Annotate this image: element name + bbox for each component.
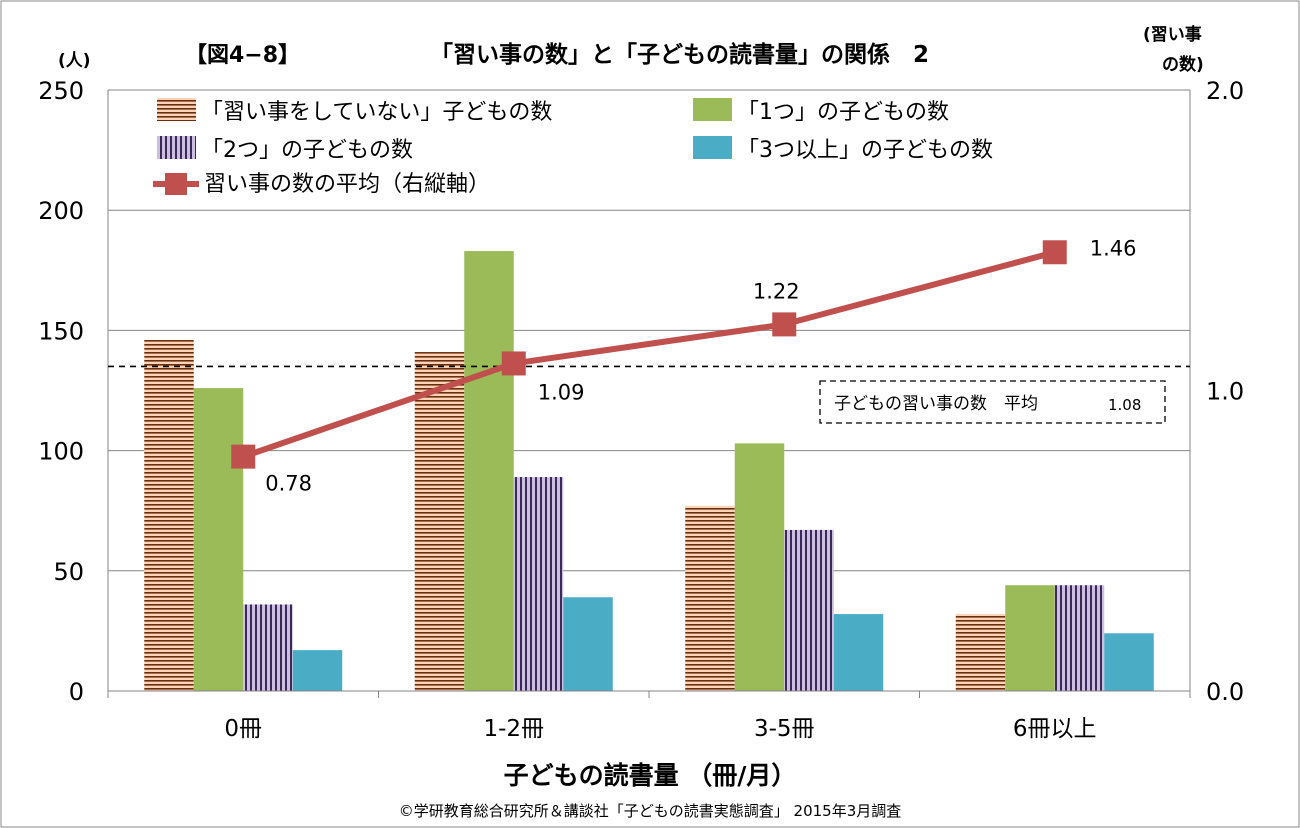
x-tick-label: 6冊以上: [1013, 716, 1097, 742]
line-marker: [231, 444, 256, 469]
bar: [784, 529, 834, 691]
line-marker: [772, 312, 797, 337]
average-line-path: [242, 249, 1056, 460]
legend-swatch: [693, 136, 732, 159]
right-axis-unit-line2: の数): [1162, 54, 1204, 75]
line-marker: [501, 351, 526, 376]
legend-label: 「3つ以上」の子どもの数: [737, 138, 993, 163]
y-left-tick-label: 250: [38, 77, 84, 105]
bar: [513, 477, 564, 691]
legend-label: 「習い事をしていない」子どもの数: [201, 100, 552, 125]
y-left-tick-label: 200: [38, 197, 84, 225]
right-axis-unit-line1: (習い事: [1143, 25, 1202, 45]
line-data-label: 1.22: [753, 279, 800, 303]
bar: [243, 604, 293, 691]
bar: [685, 505, 735, 691]
bar: [144, 340, 194, 691]
y-left-tick-label: 0: [69, 678, 84, 706]
x-tick-label: 0冊: [224, 716, 262, 742]
legend-label: 習い事の数の平均（右縦軸）: [204, 172, 490, 197]
figure-label: 【図4−8】: [185, 43, 300, 68]
reference-label-box: [819, 380, 1166, 424]
x-tick-label: 3-5冊: [754, 716, 815, 742]
line-marker: [1042, 240, 1067, 265]
chart-title: 「習い事の数」と「子どもの読書量」の関係 2: [430, 41, 929, 68]
bar: [734, 443, 785, 691]
line-data-label: 0.78: [265, 472, 312, 496]
legend-label: 「1つ」の子どもの数: [737, 100, 949, 125]
bar: [292, 650, 343, 691]
reference-label-text: 子どもの習い事の数 平均: [834, 394, 1038, 414]
line-data-label: 1.46: [1090, 236, 1137, 260]
bar: [833, 614, 884, 691]
average-line: 子どもの習い事の数 平均 1.08 0.78 1.09 1.22 1.46: [108, 236, 1190, 496]
x-axis-title: 子どもの読書量 （冊/月）: [504, 761, 797, 790]
line-data-label: 1.09: [538, 380, 585, 404]
y-left-tick-label: 150: [38, 317, 84, 345]
y-right-tick-label: 1.0: [1206, 378, 1244, 406]
bar: [1005, 585, 1055, 691]
legend-line-marker: [165, 173, 187, 195]
legend-swatch: [693, 98, 732, 121]
legend-swatch: [157, 136, 196, 159]
legend: 「習い事をしていない」子どもの数 「1つ」の子どもの数「2つ」の子どもの数 「3つ以…: [153, 98, 993, 197]
y-right-tick-label: 0.0: [1206, 678, 1244, 706]
y-right-tick-label: 2.0: [1206, 77, 1244, 105]
bars: [144, 251, 1154, 691]
bar: [414, 352, 465, 691]
bar: [955, 614, 1006, 691]
legend-label: 「2つ」の子どもの数: [201, 138, 413, 163]
gridlines: [108, 89, 1190, 572]
bar: [193, 388, 244, 691]
y-left-tick-label: 50: [53, 558, 84, 586]
source-note: ©学研教育総合研究所＆講談社「子どもの読書実態調査」 2015年3月調査: [399, 802, 902, 820]
axes: 0 50 100 150 200 250 0.0 1.0 2.0 0冊 1-2冊 3-5冊 6冊以上: [38, 77, 1244, 742]
bar: [464, 251, 514, 691]
bar: [1104, 633, 1154, 691]
reference-label-value: 1.08: [1108, 396, 1141, 414]
bar: [563, 597, 613, 691]
x-tick-label: 1-2冊: [483, 716, 544, 742]
y-left-tick-label: 100: [38, 438, 84, 466]
legend-swatch: [157, 98, 196, 121]
bar: [1054, 585, 1105, 691]
left-axis-unit: (人): [58, 51, 91, 71]
